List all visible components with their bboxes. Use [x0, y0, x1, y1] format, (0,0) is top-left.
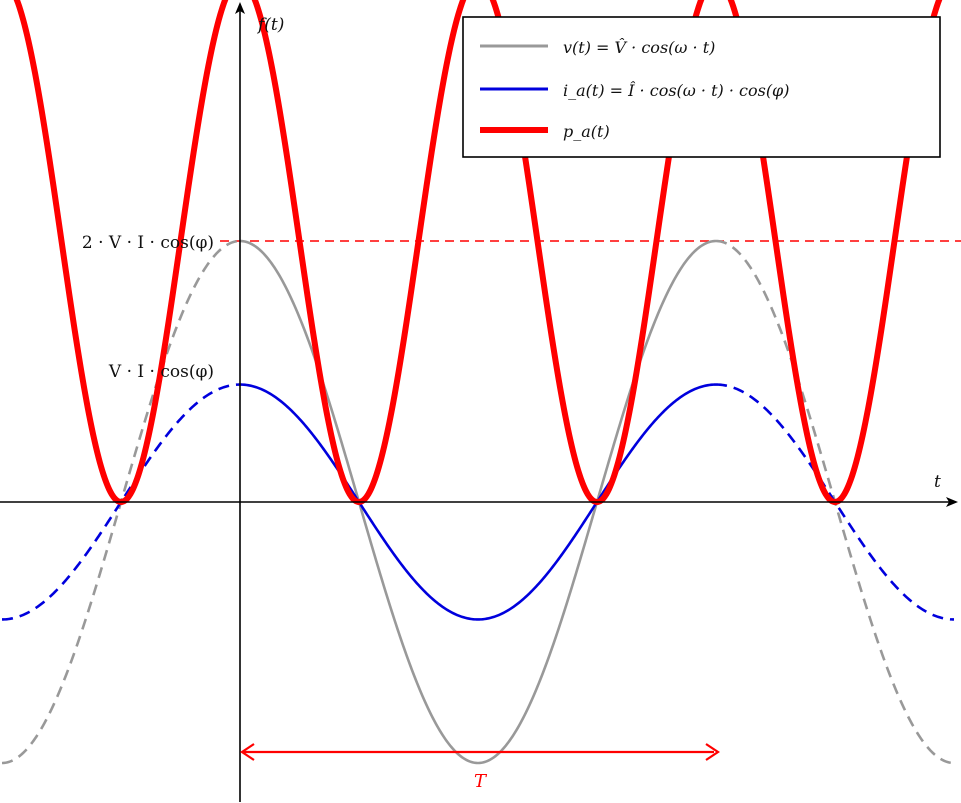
power-curve [13, 0, 943, 505]
y-axis-arrowhead [235, 2, 245, 14]
y-axis-label: f(t) [256, 15, 284, 35]
current-curve [239, 383, 717, 621]
current-curve-dashed-right [715, 383, 955, 621]
x-axis-label: t [934, 472, 941, 492]
ref-label-2vicos: 2 · V · I · cos(φ) [82, 233, 214, 253]
period-label: T [474, 771, 488, 792]
current-curve-dashed-left [1, 383, 241, 621]
legend-box [462, 16, 941, 158]
ref-label-vicos: V · I · cos(φ) [108, 362, 214, 382]
x-axis-arrowhead [946, 497, 958, 507]
reference-lines [220, 240, 961, 242]
period-arrow-right [705, 743, 720, 761]
legend-label-current: i_a(t) = Î · cos(ω · t) · cos(φ) [563, 80, 790, 100]
reference-labels: 2 · V · I · cos(φ) V · I · cos(φ) [82, 233, 214, 382]
legend-label-power: p_a(t) [563, 122, 610, 141]
period-marker: T [240, 743, 720, 792]
legend-label-voltage: v(t) = V̂ · cos(ω · t) [563, 38, 715, 57]
legend: v(t) = V̂ · cos(ω · t) i_a(t) = Î · cos(… [462, 16, 941, 158]
period-arrow-left [240, 743, 255, 761]
